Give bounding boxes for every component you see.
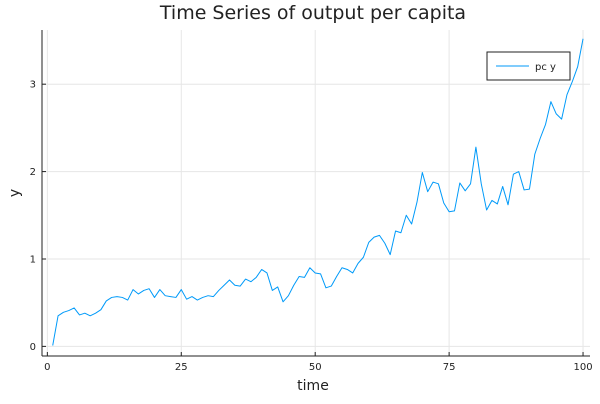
series-layer [52,38,584,346]
y-tick-label: 3 [30,80,36,91]
y-tick-label: 2 [30,167,36,178]
x-tick-label: 25 [175,362,188,373]
legend-label-pc-y: pc y [535,62,556,73]
y-axis-ticks: 0 1 2 3 [30,80,46,353]
legend: pc y [486,51,571,81]
x-tick-label: 50 [309,362,322,373]
grid-lines [42,30,590,356]
x-tick-label: 0 [44,362,50,373]
x-tick-label: 75 [443,362,456,373]
y-tick-label: 0 [30,342,36,353]
chart-title: Time Series of output per capita [159,2,466,24]
series-line-pc-y [52,38,584,346]
x-axis-ticks: 0 25 50 75 100 [44,352,593,373]
x-tick-label: 100 [573,362,592,373]
y-axis-label: y [7,189,23,197]
x-axis-label: time [297,378,329,394]
y-tick-label: 1 [30,254,36,265]
